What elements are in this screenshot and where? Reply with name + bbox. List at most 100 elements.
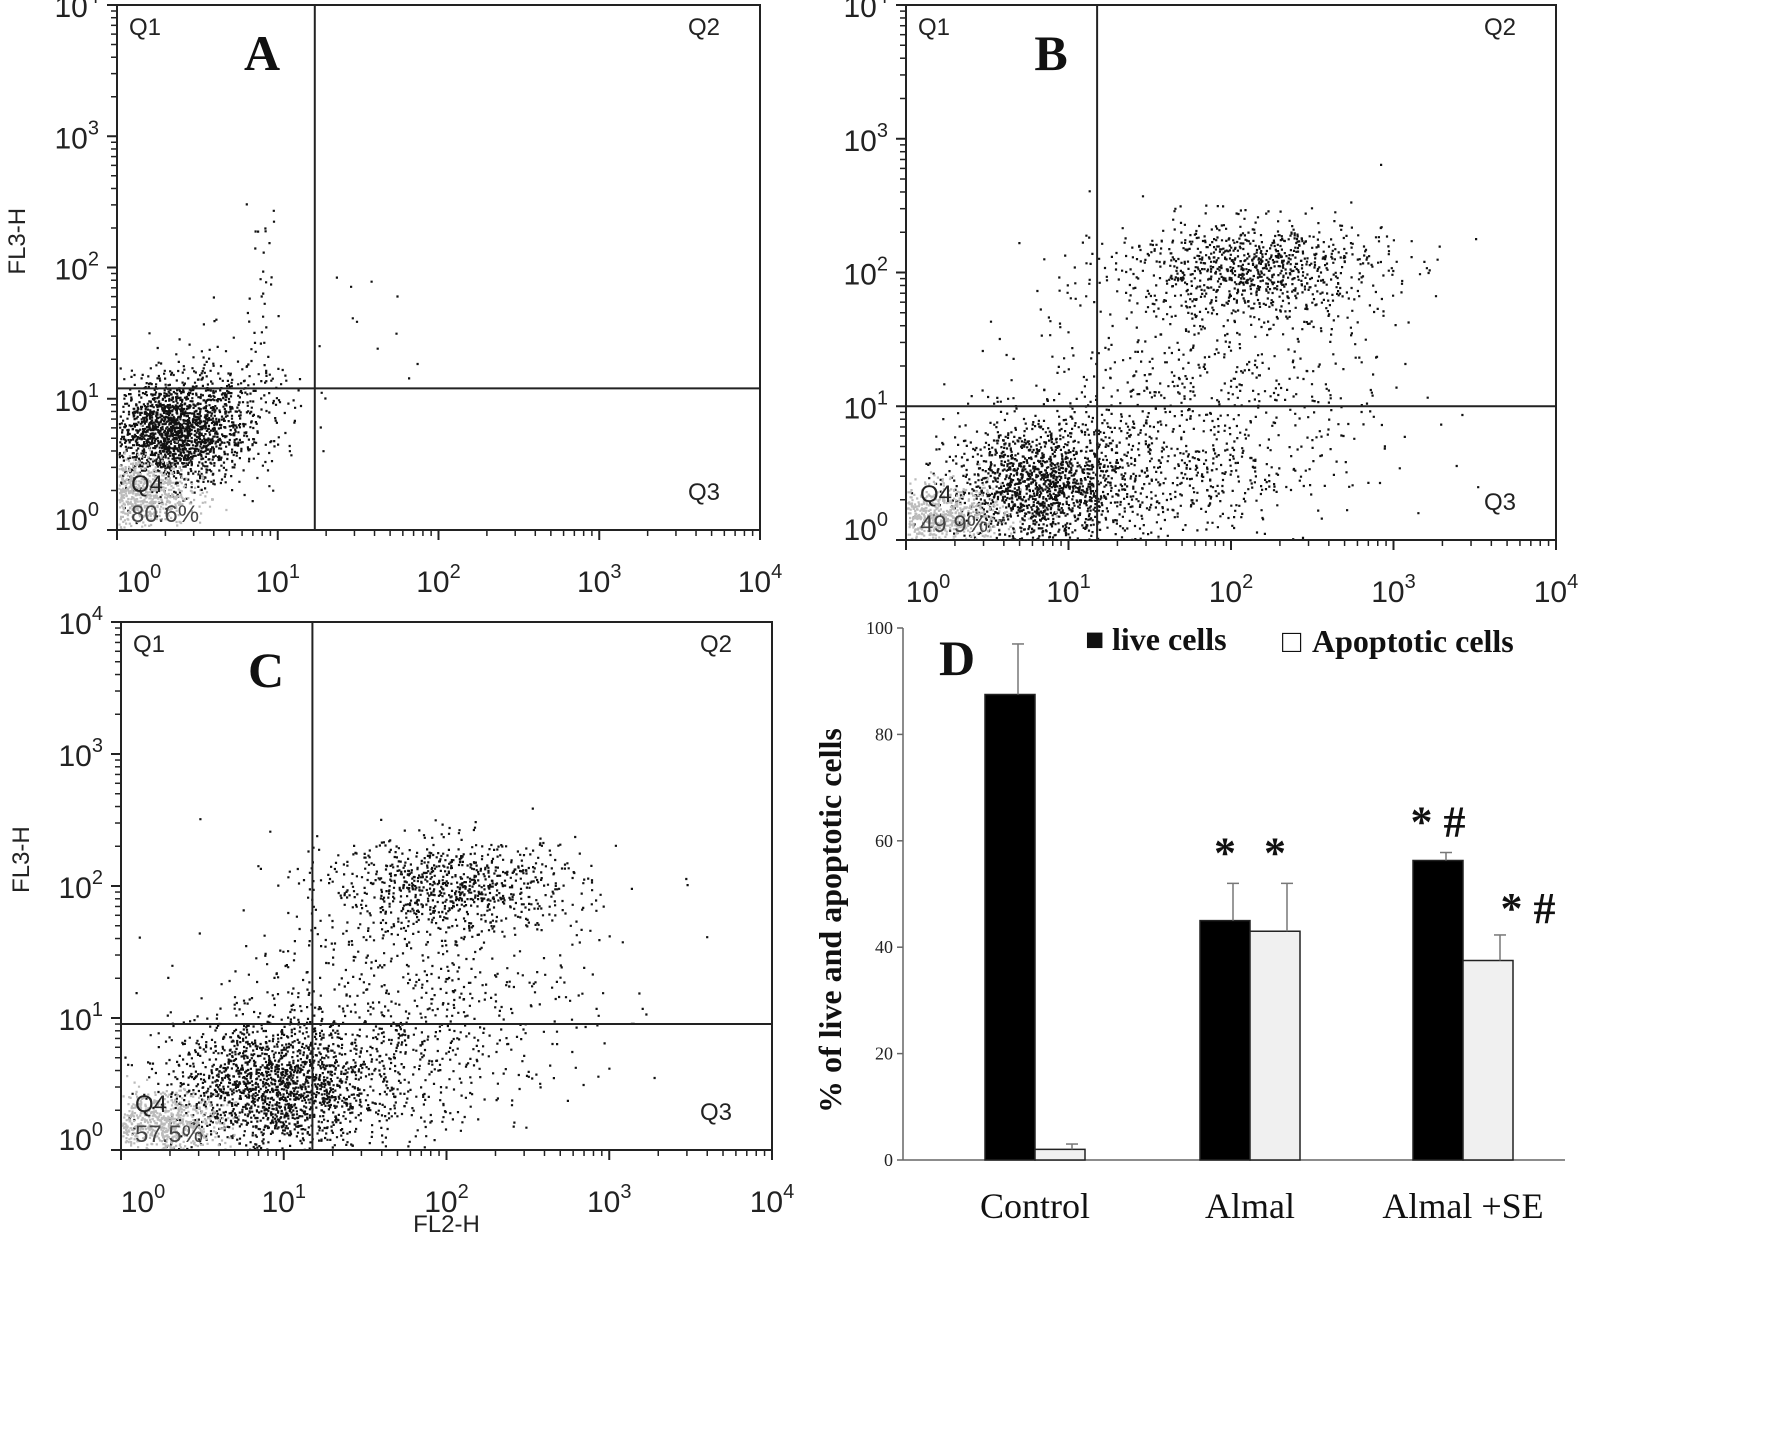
x-tick-label-base: 10	[577, 566, 610, 599]
bar-live-cells	[1199, 919, 1251, 1161]
quadrant-label-q2: Q2	[688, 14, 720, 41]
x-tick-label: 100	[117, 561, 162, 599]
panel-c: Q1 Q2 Q3 Q4 57.5% C FL3-H FL2-H	[8, 621, 773, 1238]
x-tick-label-base: 10	[750, 1186, 783, 1219]
y-tick-label-exponent: 3	[877, 120, 888, 142]
x-tick-label-exponent: 2	[458, 1181, 469, 1203]
quadrant-label-q4: Q4	[131, 471, 163, 498]
legend-marker-live: ■	[1085, 621, 1104, 657]
y-tick-label: 20	[875, 1044, 893, 1064]
x-tick-label-base: 10	[1046, 576, 1079, 609]
y-tick-label: 102	[55, 249, 100, 287]
dot-population	[907, 463, 1058, 541]
y-tick-label: 60	[875, 831, 893, 851]
y-tick-label-base: 10	[844, 0, 877, 24]
dot-population	[910, 389, 1236, 541]
y-tick-label: 104	[844, 0, 889, 24]
x-tick-label: 104	[750, 1181, 795, 1219]
x-tick-label-base: 10	[256, 566, 289, 599]
x-tick-label-exponent: 0	[154, 1181, 165, 1203]
panel-b: Q1 Q2 Q3 Q4 49.9% B	[896, 4, 1557, 550]
y-tick-label-exponent: 0	[877, 509, 888, 531]
significance-marker: * #	[1501, 884, 1556, 933]
x-tick-label: 103	[1371, 571, 1416, 609]
quadrant-label-q1: Q1	[133, 631, 165, 658]
y-tick-label: 40	[875, 937, 893, 957]
y-tick-label-base: 10	[844, 259, 877, 292]
y-tick-label-exponent: 4	[877, 0, 888, 8]
quadrant-label-q3: Q3	[1484, 489, 1516, 516]
x-tick-label-exponent: 4	[771, 561, 782, 583]
y-axis-label: % of live and apoptotic cells	[812, 728, 848, 1113]
x-tick-label-base: 10	[1371, 576, 1404, 609]
y-tick-label: 101	[844, 387, 889, 425]
y-tick-label: 103	[844, 120, 889, 158]
y-tick-label-base: 10	[59, 1004, 92, 1037]
y-tick-label-base: 10	[59, 608, 92, 641]
quadrant-label-q2: Q2	[700, 631, 732, 658]
x-tick-label-exponent: 4	[783, 1181, 794, 1203]
y-tick-label: 0	[884, 1150, 893, 1170]
y-tick-label-base: 10	[59, 872, 92, 905]
x-tick-label: 103	[577, 561, 622, 599]
dot-population	[1036, 163, 1478, 338]
bar-live-cells	[984, 693, 1036, 1161]
dot-population	[118, 346, 286, 525]
x-tick-label-exponent: 2	[450, 561, 461, 583]
y-axis-label: FL3-H	[8, 826, 35, 893]
bar-apoptotic-cells	[1034, 1148, 1086, 1161]
y-tick-label: 100	[844, 509, 889, 547]
x-tick-label-exponent: 0	[150, 561, 161, 583]
legend-label-apoptotic: Apoptotic cells	[1312, 623, 1514, 659]
panel-label: A	[244, 25, 280, 81]
panel-label: D	[939, 630, 975, 686]
y-tick-label-base: 10	[844, 392, 877, 425]
y-tick-label-exponent: 4	[92, 603, 103, 625]
y-tick-label: 103	[59, 735, 104, 773]
x-tick-label: 102	[416, 561, 461, 599]
x-tick-label-base: 10	[587, 1186, 620, 1219]
x-tick-label: 102	[1209, 571, 1254, 609]
x-tick-label: 101	[1046, 571, 1091, 609]
significance-marker: *	[1214, 828, 1236, 877]
panel-label: B	[1034, 25, 1067, 81]
category-label: Control	[980, 1186, 1090, 1226]
y-tick-label-base: 10	[55, 385, 88, 418]
x-tick-label-exponent: 2	[1242, 571, 1253, 593]
y-tick-label-exponent: 0	[88, 499, 99, 521]
bar-live-cells	[1412, 859, 1464, 1161]
x-tick-label-base: 10	[1534, 576, 1567, 609]
x-tick-label-exponent: 1	[295, 1181, 306, 1203]
y-tick-label: 100	[55, 499, 100, 537]
y-axis-label: FL3-H	[4, 208, 31, 275]
q4-percent: 49.9%	[920, 511, 988, 538]
y-tick-label: 101	[59, 999, 104, 1037]
quadrant-label-q1: Q1	[129, 14, 161, 41]
y-tick-label-exponent: 2	[877, 254, 888, 276]
y-tick-label-exponent: 2	[88, 249, 99, 271]
quadrant-label-q1: Q1	[918, 14, 950, 41]
x-tick-label-exponent: 1	[289, 561, 300, 583]
panel-d: 0 20 40 60 80 100 Control Almal * * Almal +SE * # * …	[812, 618, 1565, 1226]
x-tick-label-exponent: 1	[1080, 571, 1091, 593]
y-tick-label: 104	[55, 0, 100, 24]
y-tick-label-base: 10	[59, 1124, 92, 1157]
x-tick-label: 101	[262, 1181, 307, 1219]
dot-population	[943, 223, 1480, 541]
y-tick-label-base: 10	[844, 125, 877, 158]
y-tick-label-base: 10	[55, 504, 88, 537]
legend: ■ live cells □ Apoptotic cells	[1085, 621, 1514, 659]
significance-marker: * #	[1411, 798, 1466, 847]
x-tick-label-base: 10	[424, 1186, 457, 1219]
quadrant-label-q4: Q4	[920, 481, 952, 508]
category-label: Almal +SE	[1382, 1186, 1543, 1226]
y-tick-label: 100	[866, 618, 893, 638]
x-tick-label: 104	[1534, 571, 1579, 609]
significance-marker: *	[1264, 828, 1286, 877]
dot-population	[122, 1075, 241, 1151]
quadrant-label-q4: Q4	[135, 1091, 167, 1118]
x-tick-label-exponent: 3	[610, 561, 621, 583]
quadrant-label-q3: Q3	[688, 479, 720, 506]
y-tick-label-exponent: 4	[88, 0, 99, 8]
